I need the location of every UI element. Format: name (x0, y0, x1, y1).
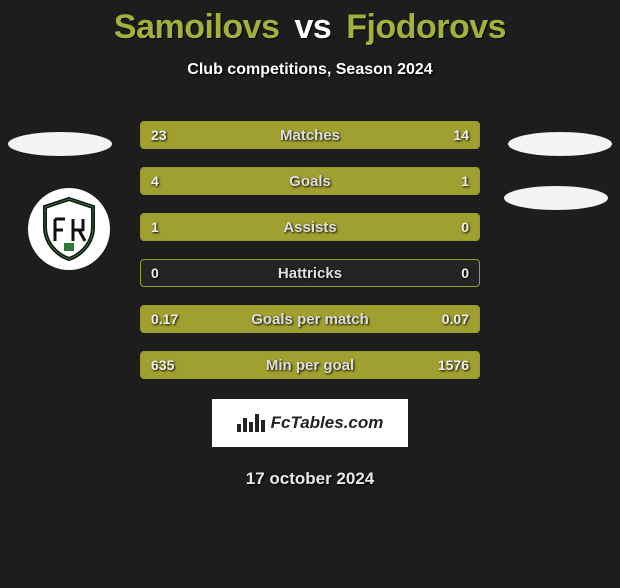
stat-value-left: 23 (151, 127, 167, 143)
stat-value-right: 0 (461, 265, 469, 281)
stat-value-left: 4 (151, 173, 159, 189)
stat-bar-fill-left (141, 168, 405, 194)
stat-label: Goals (289, 173, 331, 190)
stat-row: 23 14 Matches (0, 121, 620, 149)
brand-bars-icon (237, 414, 265, 432)
stat-bar-track: 4 1 Goals (140, 167, 480, 195)
stat-label: Assists (283, 219, 336, 236)
stat-value-right: 14 (453, 127, 469, 143)
stat-value-right: 1 (461, 173, 469, 189)
stat-value-right: 1576 (438, 357, 469, 373)
stat-value-left: 0.17 (151, 311, 178, 327)
stat-label: Hattricks (278, 265, 342, 282)
stat-label: Goals per match (251, 311, 369, 328)
stat-row: 1 0 Assists (0, 213, 620, 241)
brand-box: FcTables.com (212, 399, 408, 447)
stat-bar-track: 0 0 Hattricks (140, 259, 480, 287)
stat-label: Min per goal (266, 357, 354, 374)
stat-row: 635 1576 Min per goal (0, 351, 620, 379)
stat-row: 0.17 0.07 Goals per match (0, 305, 620, 333)
stat-value-left: 1 (151, 219, 159, 235)
stat-label: Matches (280, 127, 340, 144)
stat-row: 4 1 Goals (0, 167, 620, 195)
stat-bar-track: 1 0 Assists (140, 213, 480, 241)
stat-bar-track: 23 14 Matches (140, 121, 480, 149)
stat-value-right: 0 (461, 219, 469, 235)
stat-bar-track: 0.17 0.07 Goals per match (140, 305, 480, 333)
stat-bar-fill-left (141, 122, 391, 148)
player1-name: Samoilovs (114, 8, 280, 46)
stat-value-left: 0 (151, 265, 159, 281)
stat-value-right: 0.07 (442, 311, 469, 327)
player2-name: Fjodorovs (346, 8, 506, 46)
vs-text: vs (294, 8, 331, 46)
date-text: 17 october 2024 (0, 469, 620, 489)
subtitle: Club competitions, Season 2024 (0, 61, 620, 79)
stat-value-left: 635 (151, 357, 174, 373)
brand-text: FcTables.com (271, 413, 384, 433)
comparison-title: Samoilovs vs Fjodorovs (0, 8, 620, 47)
stat-row: 0 0 Hattricks (0, 259, 620, 287)
stat-bar-track: 635 1576 Min per goal (140, 351, 480, 379)
